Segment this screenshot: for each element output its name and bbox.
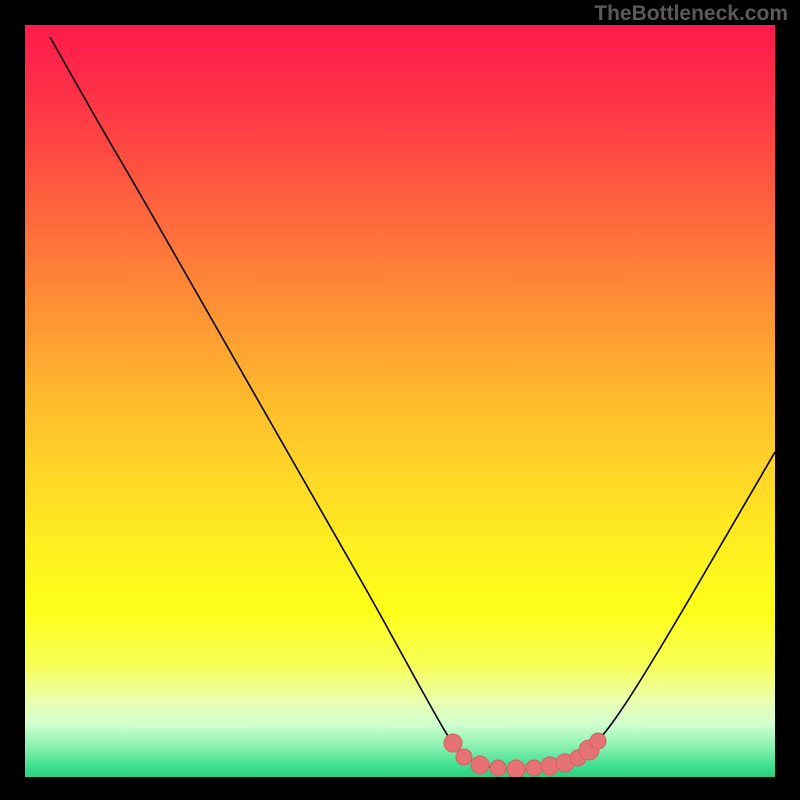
chart-frame: TheBottleneck.com bbox=[0, 0, 800, 800]
marker-point bbox=[526, 760, 542, 776]
marker-point bbox=[471, 756, 489, 774]
marker-point bbox=[490, 760, 506, 776]
marker-point bbox=[456, 749, 472, 765]
marker-point bbox=[507, 760, 525, 777]
bottleneck-chart bbox=[25, 25, 775, 777]
marker-point bbox=[590, 733, 606, 749]
watermark-text: TheBottleneck.com bbox=[594, 2, 788, 26]
plot-area bbox=[25, 25, 775, 777]
gradient-background bbox=[25, 25, 775, 777]
marker-point bbox=[444, 734, 462, 752]
